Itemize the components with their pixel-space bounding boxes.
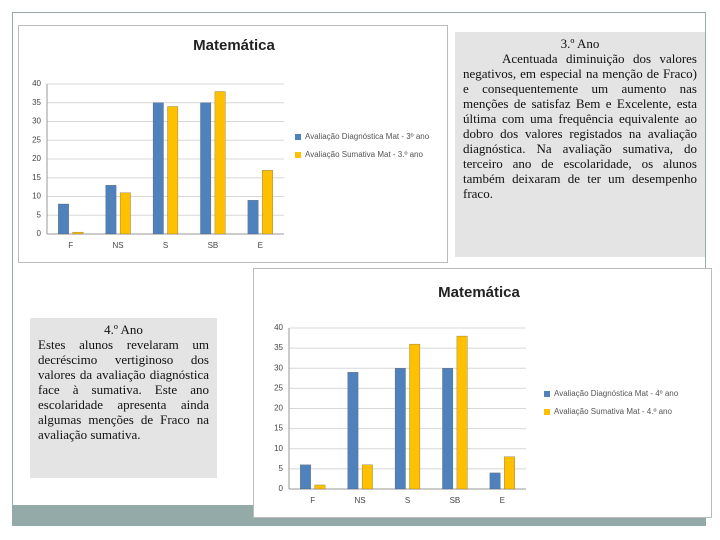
y-tick-label: 10 [32, 192, 41, 201]
y-tick-label: 15 [274, 424, 283, 433]
bar [347, 372, 359, 490]
bar [442, 368, 454, 490]
bar [72, 231, 84, 235]
bar [262, 170, 273, 235]
y-tick-label: 15 [32, 173, 41, 182]
text-box: 4.º Ano Estes alunos revelaram um decrés… [30, 318, 217, 478]
legend: Avaliação Diagnóstica Mat - 4º ano Avalia… [544, 389, 704, 425]
legend-swatch [544, 409, 550, 415]
x-tick-label: F [310, 496, 315, 505]
text-box-body: Estes alunos revelaram um decréscimo ver… [38, 337, 209, 442]
bar [58, 203, 69, 235]
legend-swatch [295, 152, 301, 158]
y-tick-label: 5 [37, 210, 42, 219]
bar [456, 335, 468, 490]
x-tick-label: F [68, 241, 73, 250]
text-box-title: 4.º Ano [104, 322, 143, 337]
y-tick-label: 0 [279, 484, 284, 493]
y-tick-label: 10 [274, 444, 283, 453]
y-tick-label: 40 [32, 79, 41, 88]
chart: Matemática 0 5 10 15 20 25 30 35 40 F NS S SB E [274, 284, 526, 505]
bar [489, 472, 501, 490]
text-box: 3.º Ano Acentuada diminuição dos valores… [455, 32, 705, 257]
legend-item: Avaliação Sumativa Mat - 4.º ano [544, 407, 704, 417]
y-tick-label: 30 [274, 363, 283, 372]
legend-label: Avaliação Sumativa Mat - 3.º ano [305, 150, 423, 159]
legend-label: Avaliação Sumativa Mat - 4.º ano [554, 407, 672, 416]
bar [152, 102, 164, 235]
chart: Matemática 0 5 10 15 20 25 30 35 40 F NS S SB E [32, 37, 284, 250]
bar [314, 484, 326, 490]
bar [504, 456, 515, 490]
legend-swatch [295, 134, 301, 140]
bar [105, 185, 117, 235]
x-tick-label: SB [450, 496, 461, 505]
bar [119, 192, 131, 235]
y-tick-label: 20 [32, 154, 41, 163]
bar [300, 464, 311, 490]
legend-swatch [544, 391, 550, 397]
y-tick-label: 20 [274, 404, 283, 413]
y-tick-label: 25 [274, 383, 283, 392]
legend-item: Avaliação Sumativa Mat - 3.º ano [295, 150, 435, 160]
legend-label: Avaliação Diagnóstica Mat - 4º ano [554, 389, 679, 398]
text-box-body: Acentuada diminuição dos valores negativ… [463, 51, 697, 201]
y-tick-label: 5 [279, 464, 284, 473]
bar [247, 200, 259, 235]
bar [394, 368, 406, 490]
chart-panel: Matemática 0 5 10 15 20 25 30 35 40 F NS S SB E Avalia… [18, 25, 448, 263]
legend-item: Avaliação Diagnóstica Mat - 4º ano [544, 389, 704, 399]
y-tick-label: 35 [274, 343, 283, 352]
bar [409, 343, 421, 490]
chart-panel: Matemática 0 5 10 15 20 25 30 35 40 F NS S SB E Avalia… [253, 268, 712, 518]
legend: Avaliação Diagnóstica Mat - 3º ano Avalia… [295, 132, 435, 168]
bar [167, 106, 179, 235]
x-tick-label: S [405, 496, 410, 505]
x-tick-label: NS [113, 241, 124, 250]
bar [214, 91, 226, 235]
legend-label: Avaliação Diagnóstica Mat - 3º ano [305, 132, 430, 141]
x-tick-label: E [500, 496, 505, 505]
y-tick-label: 35 [32, 98, 41, 107]
chart-title: Matemática [193, 37, 275, 54]
x-tick-label: E [258, 241, 263, 250]
chart-title: Matemática [438, 284, 520, 301]
y-tick-label: 0 [37, 229, 42, 238]
text-box-title: 3.º Ano [560, 36, 600, 51]
y-tick-label: 30 [32, 117, 41, 126]
bar [361, 464, 373, 490]
x-tick-label: NS [355, 496, 366, 505]
legend-item: Avaliação Diagnóstica Mat - 3º ano [295, 132, 435, 142]
x-tick-label: S [163, 241, 168, 250]
x-tick-label: SB [208, 241, 219, 250]
bar [200, 102, 212, 235]
y-tick-label: 25 [32, 135, 41, 144]
y-tick-label: 40 [274, 323, 283, 332]
